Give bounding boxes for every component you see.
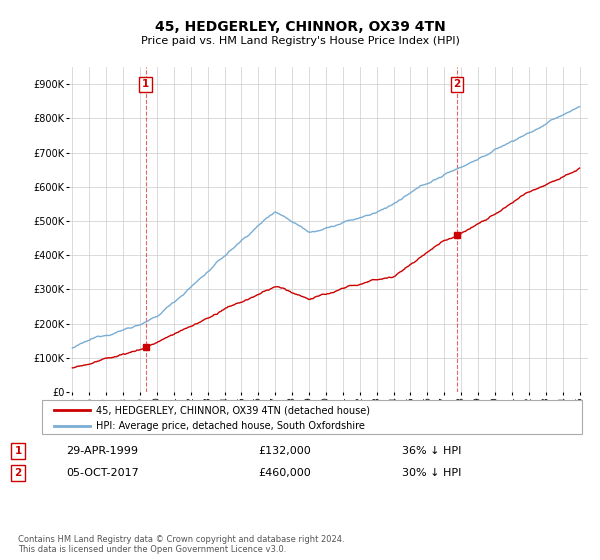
Text: HPI: Average price, detached house, South Oxfordshire: HPI: Average price, detached house, Sout… xyxy=(96,421,365,431)
Text: 45, HEDGERLEY, CHINNOR, OX39 4TN: 45, HEDGERLEY, CHINNOR, OX39 4TN xyxy=(155,20,445,34)
Text: 36% ↓ HPI: 36% ↓ HPI xyxy=(402,446,461,456)
Text: Contains HM Land Registry data © Crown copyright and database right 2024.
This d: Contains HM Land Registry data © Crown c… xyxy=(18,535,344,554)
Text: 05-OCT-2017: 05-OCT-2017 xyxy=(66,468,139,478)
Text: 45, HEDGERLEY, CHINNOR, OX39 4TN (detached house): 45, HEDGERLEY, CHINNOR, OX39 4TN (detach… xyxy=(96,405,370,416)
Text: 1: 1 xyxy=(14,446,22,456)
Text: 29-APR-1999: 29-APR-1999 xyxy=(66,446,138,456)
Text: 30% ↓ HPI: 30% ↓ HPI xyxy=(402,468,461,478)
Text: 2: 2 xyxy=(14,468,22,478)
Text: £460,000: £460,000 xyxy=(258,468,311,478)
Text: 2: 2 xyxy=(454,80,461,89)
Text: Price paid vs. HM Land Registry's House Price Index (HPI): Price paid vs. HM Land Registry's House … xyxy=(140,36,460,46)
Text: £132,000: £132,000 xyxy=(258,446,311,456)
Text: 1: 1 xyxy=(142,80,149,89)
